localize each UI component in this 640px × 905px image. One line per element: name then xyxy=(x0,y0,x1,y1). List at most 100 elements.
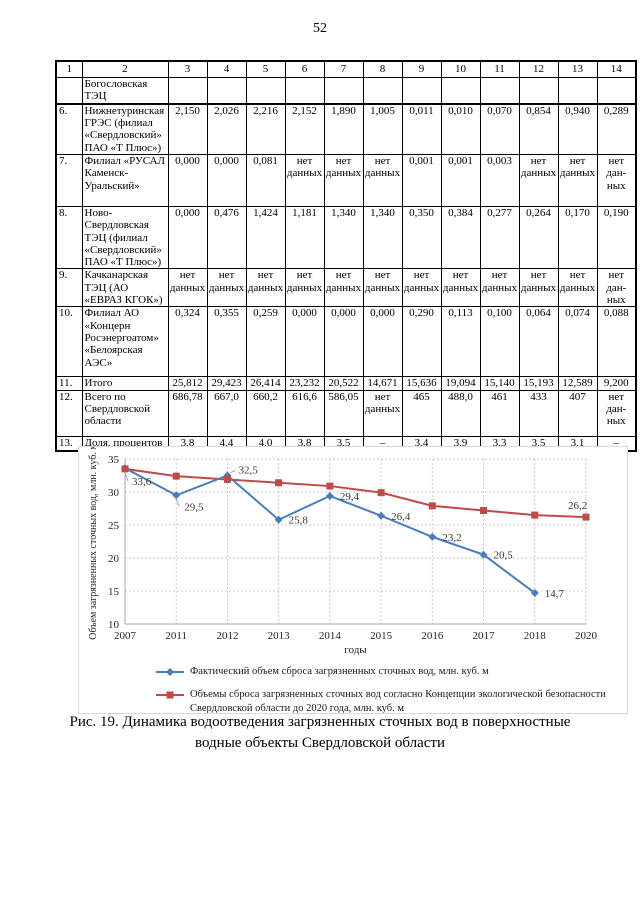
chart-ytick-label: 25 xyxy=(108,520,120,532)
value-cell: 0,290 xyxy=(401,306,442,378)
value-cell: 0,001 xyxy=(401,153,442,207)
row-number-cell: 9. xyxy=(55,268,83,308)
value-cell: нет данных xyxy=(362,389,403,437)
value-cell: 12,589 xyxy=(557,376,598,391)
power-plants-table: 1 2 3 4 5 6 7 8 9 10 11 12 13 14 Богословская ТЭЦ 6. Ни… xyxy=(55,60,637,453)
value-cell: 0,940 xyxy=(557,103,598,155)
column-header: 10 xyxy=(440,60,481,78)
value-cell: 0,000 xyxy=(362,306,403,378)
legend-item-label: Фактический объем сброса загрязненных ст… xyxy=(190,666,489,677)
chart-marker xyxy=(531,511,539,519)
value-cell xyxy=(323,76,364,105)
value-cell: 2,152 xyxy=(284,103,325,155)
chart-data-label: 29,5 xyxy=(184,501,204,513)
chart-data-label: 26,2 xyxy=(568,500,587,512)
value-cell: 1,424 xyxy=(245,205,286,270)
value-cell: 0,350 xyxy=(401,205,442,270)
value-cell: 0,100 xyxy=(479,306,520,378)
value-cell: 0,324 xyxy=(167,306,208,378)
value-cell: 2,026 xyxy=(206,103,247,155)
value-cell: нет данных xyxy=(323,268,364,308)
legend-concept-series-icon xyxy=(156,690,184,700)
chart-marker xyxy=(377,489,385,497)
chart-xtick-label: 2013 xyxy=(268,630,291,642)
chart-xtick-label: 2007 xyxy=(114,630,137,642)
column-header: 11 xyxy=(479,60,520,78)
figure-caption: Рис. 19. Динамика водоотведения загрязне… xyxy=(69,714,571,751)
value-cell: 488,0 xyxy=(440,389,481,437)
chart-marker xyxy=(377,511,386,520)
facility-name-cell: Филиал «РУСАЛ Каменск-Уральский» xyxy=(81,153,169,207)
value-cell: 29,423 xyxy=(206,376,247,391)
value-cell: 15,140 xyxy=(479,376,520,391)
facility-name-cell: Богословская ТЭЦ xyxy=(81,76,169,105)
value-cell xyxy=(557,76,598,105)
facility-name-cell: Нижнетуринская ГРЭС (филиал «Свердловски… xyxy=(81,103,169,155)
value-cell: нет данных xyxy=(284,153,325,207)
row-number-cell xyxy=(55,76,83,105)
table-body: Богословская ТЭЦ 6. Нижнетуринская ГРЭС (ф… xyxy=(55,76,637,452)
chart-label-leader xyxy=(124,472,129,482)
value-cell xyxy=(284,76,325,105)
chart-data-label: 29,4 xyxy=(340,491,360,503)
facility-name-cell: Филиал АО «Концерн Росэнергоатом» «Белоя… xyxy=(81,306,169,378)
value-cell: 23,232 xyxy=(284,376,325,391)
value-cell: 0,000 xyxy=(167,153,208,207)
legend: Фактический объем сброса загрязненных ст… xyxy=(79,659,627,714)
chart-ytick-label: 20 xyxy=(108,553,120,565)
column-header: 7 xyxy=(323,60,364,78)
value-cell: 1,340 xyxy=(362,205,403,270)
chart-data-label: 26,4 xyxy=(391,511,411,523)
legend-item-label: Объемы сброса загрязненных сточных вод с… xyxy=(190,689,606,714)
legend-item: Объемы сброса загрязненных сточных вод с… xyxy=(156,688,627,714)
chart-xtick-label: 2011 xyxy=(165,630,187,642)
chart-marker xyxy=(582,513,590,521)
page-number: 52 xyxy=(313,21,327,36)
value-cell: 0,355 xyxy=(206,306,247,378)
value-cell xyxy=(596,76,637,105)
value-cell: 9,200 xyxy=(596,376,637,391)
value-cell: 686,78 xyxy=(167,389,208,437)
chart-ytick-label: 10 xyxy=(108,619,120,631)
chart-marker xyxy=(479,550,488,559)
value-cell: 0,289 xyxy=(596,103,637,155)
chart-marker xyxy=(530,588,539,597)
column-header: 12 xyxy=(518,60,559,78)
value-cell: нет данных xyxy=(440,268,481,308)
value-cell: 0,074 xyxy=(557,306,598,378)
value-cell: 461 xyxy=(479,389,520,437)
value-cell: нет данных xyxy=(245,268,286,308)
chart-data-label: 23,2 xyxy=(442,532,461,544)
column-header: 1 xyxy=(55,60,83,78)
value-cell: 14,671 xyxy=(362,376,403,391)
value-cell: 15,193 xyxy=(518,376,559,391)
chart-xtick-label: 2017 xyxy=(473,630,496,642)
value-cell: 465 xyxy=(401,389,442,437)
chart-label-leader xyxy=(230,470,236,473)
row-number-cell: 8. xyxy=(55,205,83,270)
table-row: 7. Филиал «РУСАЛ Каменск-Уральский» 0,000 0… xyxy=(55,153,637,207)
value-cell: нет данных xyxy=(557,153,598,207)
column-header: 8 xyxy=(362,60,403,78)
facility-name-cell: Итого xyxy=(81,376,169,391)
value-cell: 660,2 xyxy=(245,389,286,437)
table-row: Богословская ТЭЦ xyxy=(55,76,637,105)
value-cell: 407 xyxy=(557,389,598,437)
chart-xtick-label: 2014 xyxy=(319,630,342,642)
table-row: 10. Филиал АО «Концерн Росэнергоатом» «Бе… xyxy=(55,306,637,378)
chart-marker xyxy=(172,472,180,480)
column-header: 2 xyxy=(81,60,169,78)
chart-marker xyxy=(325,491,334,500)
value-cell: 0,476 xyxy=(206,205,247,270)
value-cell xyxy=(479,76,520,105)
value-cell: 19,094 xyxy=(440,376,481,391)
table-header-row: 1 2 3 4 5 6 7 8 9 10 11 12 13 14 xyxy=(55,60,637,78)
value-cell: 2,216 xyxy=(245,103,286,155)
column-header: 5 xyxy=(245,60,286,78)
value-cell: 0,081 xyxy=(245,153,286,207)
value-cell: нет дан-ных xyxy=(596,268,637,308)
value-cell: 0,190 xyxy=(596,205,637,270)
column-header: 14 xyxy=(596,60,637,78)
table-row: 8. Ново-Свердловская ТЭЦ (филиал «Свердло… xyxy=(55,205,637,270)
